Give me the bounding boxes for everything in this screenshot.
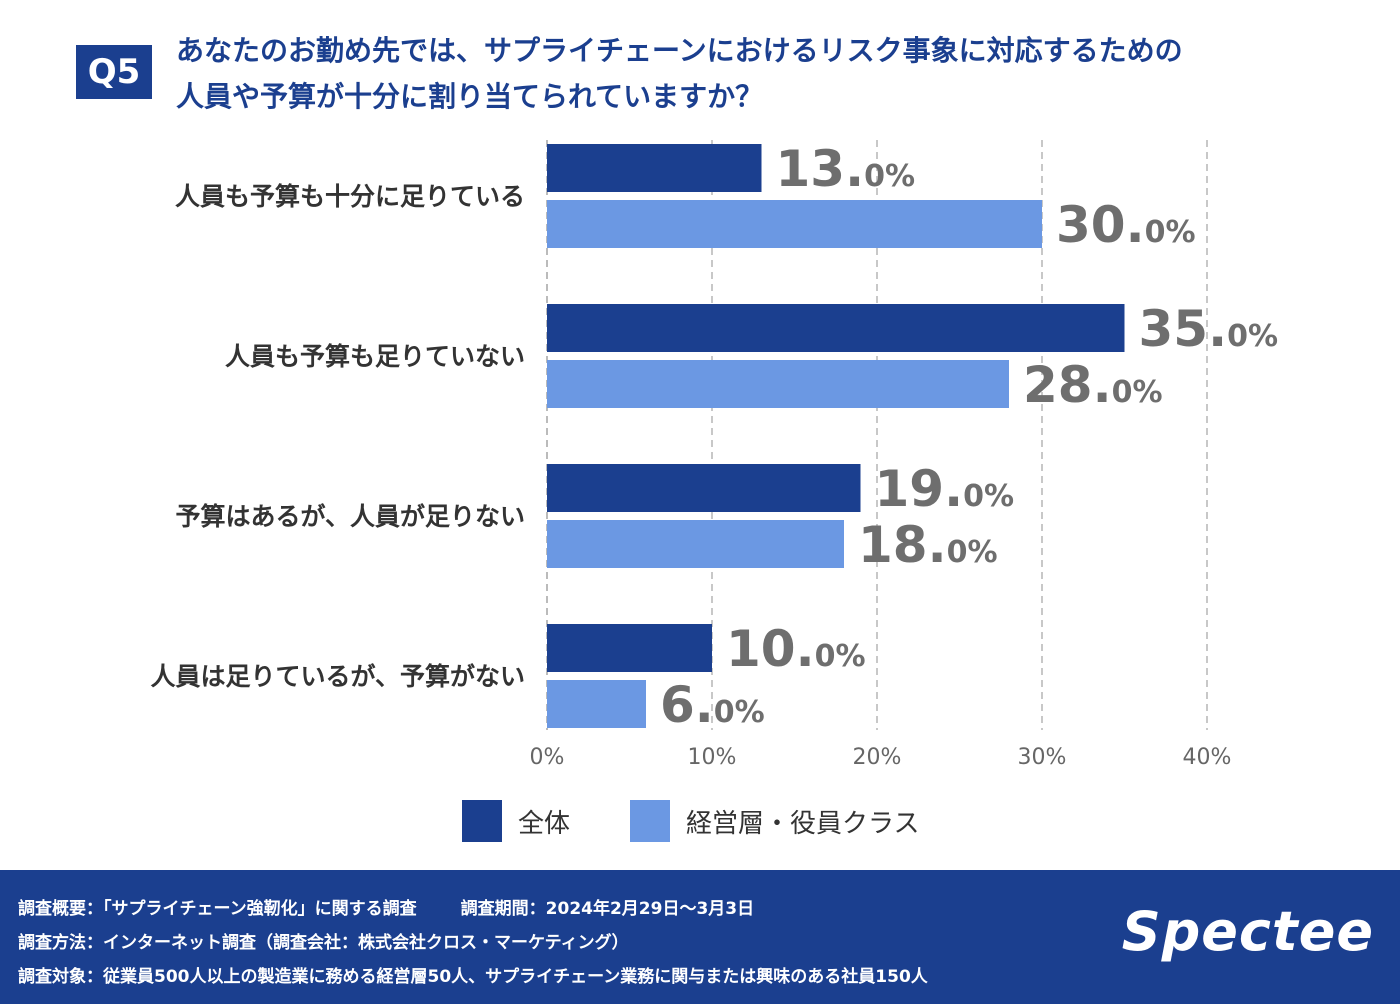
value-label: 19.0%: [875, 460, 1015, 518]
x-tick-label: 10%: [688, 745, 737, 770]
bar-exec: [547, 680, 646, 728]
value-label: 28.0%: [1023, 356, 1163, 414]
footer-method: 調査方法：インターネット調査（調査会社：株式会社クロス・マーケティング）: [18, 933, 629, 953]
spectee-logo: Spectee: [1121, 900, 1374, 963]
bar-all: [547, 144, 762, 192]
x-tick-label: 0%: [530, 745, 565, 770]
bar-exec: [547, 520, 844, 568]
x-tick-label: 20%: [853, 745, 902, 770]
bar-chart: 0% 10% 20% 30% 40% 人員も予算も十分に足りている 13.0% 30.0% 人員…: [150, 140, 1279, 770]
bar-all: [547, 624, 712, 672]
survey-footer: 調査概要：「サプライチェーン強靭化」に関する調査 調査期間：2024年2月29日〜…: [0, 870, 1400, 1004]
category-label: 人員も予算も十分に足りている: [175, 182, 525, 211]
bar-all: [547, 464, 861, 512]
legend-label-all: 全体: [518, 808, 571, 839]
category-label: 人員も予算も足りていない: [225, 342, 525, 371]
legend-item-exec: 経営層・役員クラス: [630, 800, 919, 842]
value-label: 6.0%: [660, 676, 765, 734]
value-label: 10.0%: [726, 620, 866, 678]
legend-swatch-all: [462, 800, 502, 842]
legend-item-all: 全体: [462, 800, 570, 842]
x-tick-label: 30%: [1018, 745, 1067, 770]
bar-all: [547, 304, 1125, 352]
category-label: 人員は足りているが、予算がない: [150, 662, 525, 691]
question-title-line1: あなたのお勤め先では、サプライチェーンにおけるリスク事象に対応するための: [176, 34, 1183, 67]
value-label: 18.0%: [858, 516, 998, 574]
footer-overview-line: 調査概要：「サプライチェーン強靭化」に関する調査 調査期間：2024年2月29日〜…: [18, 894, 754, 919]
value-label: 13.0%: [776, 140, 916, 198]
legend-label-exec: 経営層・役員クラス: [686, 808, 920, 839]
x-tick-label: 40%: [1183, 745, 1232, 770]
footer-overview: 調査概要：「サプライチェーン強靭化」に関する調査: [18, 899, 417, 919]
bar-exec: [547, 200, 1042, 248]
question-badge: Q5: [76, 45, 152, 99]
legend-swatch-exec: [630, 800, 670, 842]
question-title: あなたのお勤め先では、サプライチェーンにおけるリスク事象に対応するための 人員や…: [176, 28, 1356, 120]
value-label: 30.0%: [1056, 196, 1196, 254]
footer-period: 調査期間：2024年2月29日〜3月3日: [460, 899, 755, 919]
bar-exec: [547, 360, 1009, 408]
footer-target: 調査対象：従業員500人以上の製造業に務める経営層50人、サプライチェーン業務に…: [18, 967, 928, 987]
value-label: 35.0%: [1139, 300, 1279, 358]
question-title-line2: 人員や予算が十分に割り当てられていますか？: [176, 80, 764, 113]
category-label: 予算はあるが、人員が足りない: [175, 502, 525, 531]
